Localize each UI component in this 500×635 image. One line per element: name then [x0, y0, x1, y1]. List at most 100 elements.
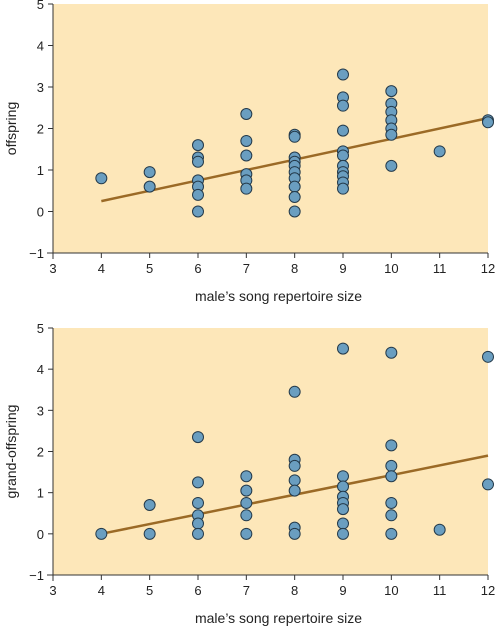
x-tick-label: 5 [146, 261, 153, 276]
data-point [482, 350, 494, 363]
data-point [288, 385, 301, 398]
data-point [337, 517, 349, 530]
x-tick-label: 11 [433, 261, 447, 276]
data-point [240, 182, 253, 195]
y-tick-label: 2 [37, 445, 44, 460]
x-tick-label: 5 [146, 583, 153, 598]
x-tick-label: 4 [98, 261, 105, 276]
data-point [192, 527, 204, 540]
y-tick-label: −1 [29, 568, 44, 583]
y-tick-label: 1 [37, 163, 44, 178]
data-point [385, 470, 398, 483]
data-point [95, 527, 108, 540]
x-tick-label: 8 [291, 261, 298, 276]
data-point [192, 155, 204, 168]
data-point [192, 205, 204, 218]
data-point [192, 476, 204, 489]
data-point [143, 180, 156, 193]
data-point [385, 159, 398, 172]
data-point [385, 527, 398, 540]
data-point [337, 503, 349, 516]
data-point [385, 459, 398, 472]
data-point [143, 527, 156, 540]
data-point [385, 496, 398, 509]
data-point [433, 145, 446, 158]
y-axis-label: offspring [3, 102, 19, 155]
data-point [240, 107, 253, 120]
plot-area [53, 328, 488, 575]
x-tick-label: 3 [49, 583, 56, 598]
data-point [143, 166, 156, 179]
x-tick-label: 7 [243, 583, 250, 598]
data-point [240, 527, 253, 540]
data-point [240, 149, 253, 162]
data-point [288, 205, 301, 218]
data-point [385, 85, 398, 98]
data-point [240, 484, 253, 497]
x-tick-label: 9 [339, 261, 346, 276]
data-point [288, 190, 301, 203]
x-tick-label: 9 [339, 583, 346, 598]
data-point [385, 128, 398, 141]
data-point [385, 439, 398, 452]
data-point [240, 509, 253, 522]
data-point [288, 527, 301, 540]
x-tick-label: 10 [384, 583, 398, 598]
y-tick-label: −1 [29, 246, 44, 261]
data-point [337, 527, 349, 540]
data-point [288, 180, 301, 193]
data-point [192, 517, 204, 530]
x-tick-label: 7 [243, 261, 250, 276]
x-tick-label: 3 [49, 261, 56, 276]
data-point [482, 116, 494, 129]
data-point [433, 523, 446, 536]
data-point [240, 496, 253, 509]
data-point [192, 431, 204, 444]
data-point [240, 134, 253, 147]
x-tick-label: 12 [481, 583, 495, 598]
y-tick-label: 3 [37, 80, 44, 95]
data-point [192, 188, 204, 201]
data-point [240, 470, 253, 483]
x-tick-label: 12 [481, 261, 495, 276]
x-tick-label: 6 [194, 583, 201, 598]
y-tick-label: 0 [37, 527, 44, 542]
data-point [143, 499, 156, 512]
data-point [192, 139, 204, 152]
data-point [482, 478, 494, 491]
data-point [337, 124, 349, 137]
data-point [288, 484, 301, 497]
data-point [337, 68, 349, 81]
data-point [337, 182, 349, 195]
x-tick-label: 8 [291, 583, 298, 598]
y-tick-label: 3 [37, 403, 44, 418]
y-tick-label: 4 [37, 39, 44, 54]
data-point [337, 342, 349, 355]
data-point [337, 99, 349, 112]
x-axis-label: male’s song repertoire size [195, 288, 362, 304]
plot-area [53, 4, 488, 253]
data-point [288, 130, 301, 143]
x-tick-label: 4 [98, 583, 105, 598]
y-tick-label: 5 [37, 321, 44, 336]
x-axis-label: male’s song repertoire size [195, 610, 362, 626]
data-point [288, 474, 301, 487]
x-tick-label: 11 [433, 583, 447, 598]
x-tick-label: 6 [194, 261, 201, 276]
data-point [192, 496, 204, 509]
y-tick-label: 2 [37, 122, 44, 137]
data-point [337, 149, 349, 162]
y-tick-label: 5 [37, 0, 44, 12]
data-point [95, 172, 108, 185]
y-tick-label: 1 [37, 486, 44, 501]
y-tick-label: 4 [37, 362, 44, 377]
x-tick-label: 10 [384, 261, 398, 276]
data-point [385, 509, 398, 522]
data-point [337, 480, 349, 493]
data-point [288, 459, 301, 472]
data-point [385, 346, 398, 359]
data-point [337, 470, 349, 483]
